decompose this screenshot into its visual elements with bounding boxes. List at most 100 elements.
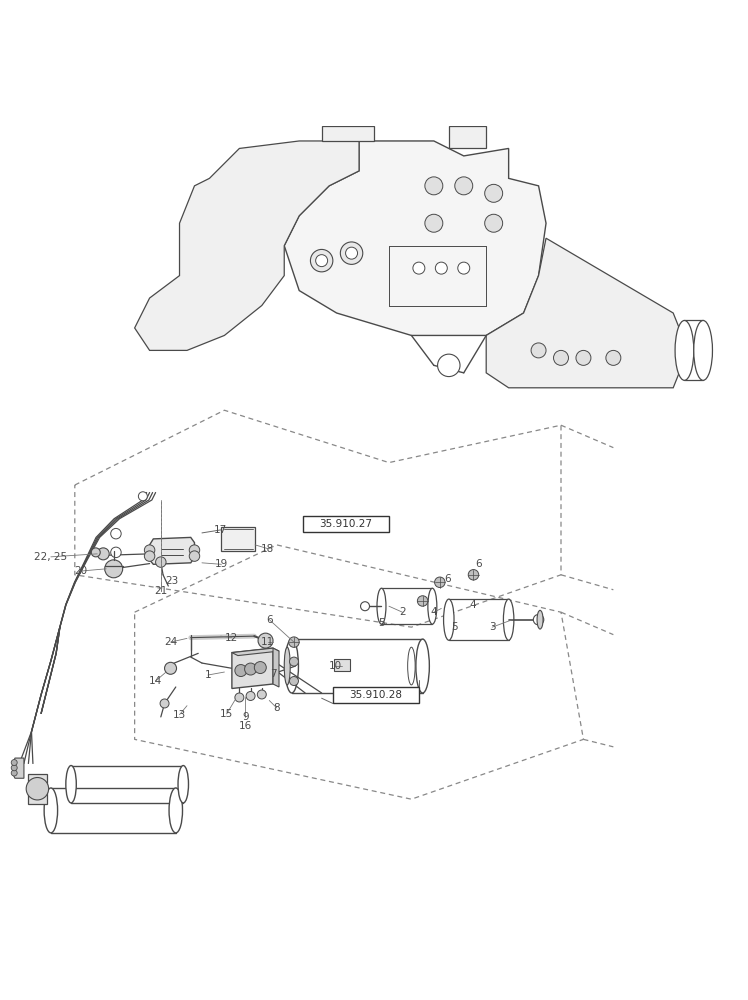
- Text: 11: 11: [261, 637, 275, 647]
- Circle shape: [165, 662, 177, 674]
- Ellipse shape: [377, 588, 386, 624]
- Text: 12: 12: [225, 633, 239, 643]
- Text: 17: 17: [214, 525, 227, 535]
- Text: 18: 18: [261, 544, 275, 554]
- Circle shape: [425, 177, 443, 195]
- Ellipse shape: [503, 599, 514, 640]
- Circle shape: [144, 551, 155, 561]
- Circle shape: [11, 760, 17, 766]
- Bar: [28, 774, 47, 804]
- Circle shape: [417, 596, 428, 606]
- Circle shape: [554, 350, 568, 365]
- Circle shape: [340, 242, 363, 264]
- Circle shape: [468, 570, 479, 580]
- Bar: [334, 659, 350, 671]
- Polygon shape: [232, 648, 273, 688]
- Circle shape: [91, 548, 100, 557]
- Ellipse shape: [44, 788, 58, 833]
- Polygon shape: [486, 238, 688, 388]
- Text: 2: 2: [399, 607, 405, 617]
- Circle shape: [485, 184, 503, 202]
- Text: 20: 20: [74, 566, 88, 576]
- Circle shape: [111, 547, 121, 558]
- Circle shape: [346, 247, 358, 259]
- Circle shape: [138, 492, 147, 501]
- Ellipse shape: [428, 588, 437, 624]
- Ellipse shape: [416, 639, 429, 693]
- Ellipse shape: [66, 766, 76, 803]
- Polygon shape: [322, 126, 374, 141]
- Ellipse shape: [693, 320, 713, 380]
- Text: 9: 9: [242, 712, 248, 722]
- Circle shape: [111, 564, 121, 574]
- Circle shape: [413, 262, 425, 274]
- Text: 7: 7: [270, 669, 276, 679]
- Circle shape: [458, 262, 470, 274]
- Polygon shape: [150, 537, 194, 564]
- Ellipse shape: [178, 766, 188, 803]
- Polygon shape: [135, 141, 359, 350]
- Circle shape: [425, 214, 443, 232]
- Polygon shape: [273, 648, 279, 687]
- Circle shape: [485, 214, 503, 232]
- Circle shape: [189, 551, 200, 561]
- Circle shape: [245, 663, 257, 675]
- Circle shape: [576, 350, 591, 365]
- Circle shape: [310, 249, 333, 272]
- Circle shape: [235, 693, 244, 702]
- Ellipse shape: [284, 647, 290, 685]
- Circle shape: [235, 665, 247, 677]
- Text: 16: 16: [239, 721, 252, 731]
- Circle shape: [11, 770, 17, 776]
- Polygon shape: [232, 648, 279, 656]
- Circle shape: [606, 350, 621, 365]
- Polygon shape: [449, 126, 486, 148]
- Text: 14: 14: [149, 676, 162, 686]
- Text: 4: 4: [431, 607, 437, 617]
- Circle shape: [254, 662, 266, 674]
- Text: 35.910.28: 35.910.28: [349, 690, 402, 700]
- Ellipse shape: [408, 647, 415, 685]
- Circle shape: [160, 699, 169, 708]
- Circle shape: [11, 765, 17, 771]
- Text: 13: 13: [173, 710, 186, 720]
- Circle shape: [533, 614, 544, 625]
- Circle shape: [531, 343, 546, 358]
- Circle shape: [316, 255, 328, 267]
- Ellipse shape: [537, 610, 543, 629]
- Circle shape: [289, 657, 298, 666]
- Circle shape: [105, 560, 123, 578]
- Circle shape: [189, 545, 200, 555]
- Circle shape: [438, 354, 460, 377]
- Circle shape: [156, 557, 166, 567]
- Text: 1: 1: [205, 670, 211, 680]
- Text: 5: 5: [452, 622, 458, 632]
- Text: 4: 4: [470, 600, 476, 610]
- Text: 10: 10: [328, 661, 342, 671]
- Circle shape: [111, 528, 121, 539]
- Polygon shape: [284, 141, 546, 335]
- Circle shape: [257, 690, 266, 699]
- Text: 22, 25: 22, 25: [34, 552, 67, 562]
- Text: 15: 15: [220, 709, 233, 719]
- Bar: [303, 516, 389, 532]
- Bar: [333, 687, 419, 703]
- Bar: [221, 527, 255, 551]
- Text: 5: 5: [378, 618, 384, 628]
- Text: 8: 8: [274, 703, 280, 713]
- Polygon shape: [13, 758, 24, 778]
- Text: 23: 23: [165, 576, 179, 586]
- Text: 3: 3: [489, 622, 495, 632]
- Text: 21: 21: [154, 586, 168, 596]
- Text: 19: 19: [215, 559, 228, 569]
- Text: 6: 6: [266, 615, 272, 625]
- Text: 35.910.27: 35.910.27: [319, 519, 373, 529]
- Circle shape: [246, 691, 255, 700]
- Circle shape: [455, 177, 473, 195]
- Circle shape: [97, 548, 109, 560]
- Circle shape: [26, 778, 49, 800]
- Circle shape: [435, 577, 445, 588]
- Text: 6: 6: [476, 559, 482, 569]
- Ellipse shape: [444, 599, 454, 640]
- Ellipse shape: [675, 320, 694, 380]
